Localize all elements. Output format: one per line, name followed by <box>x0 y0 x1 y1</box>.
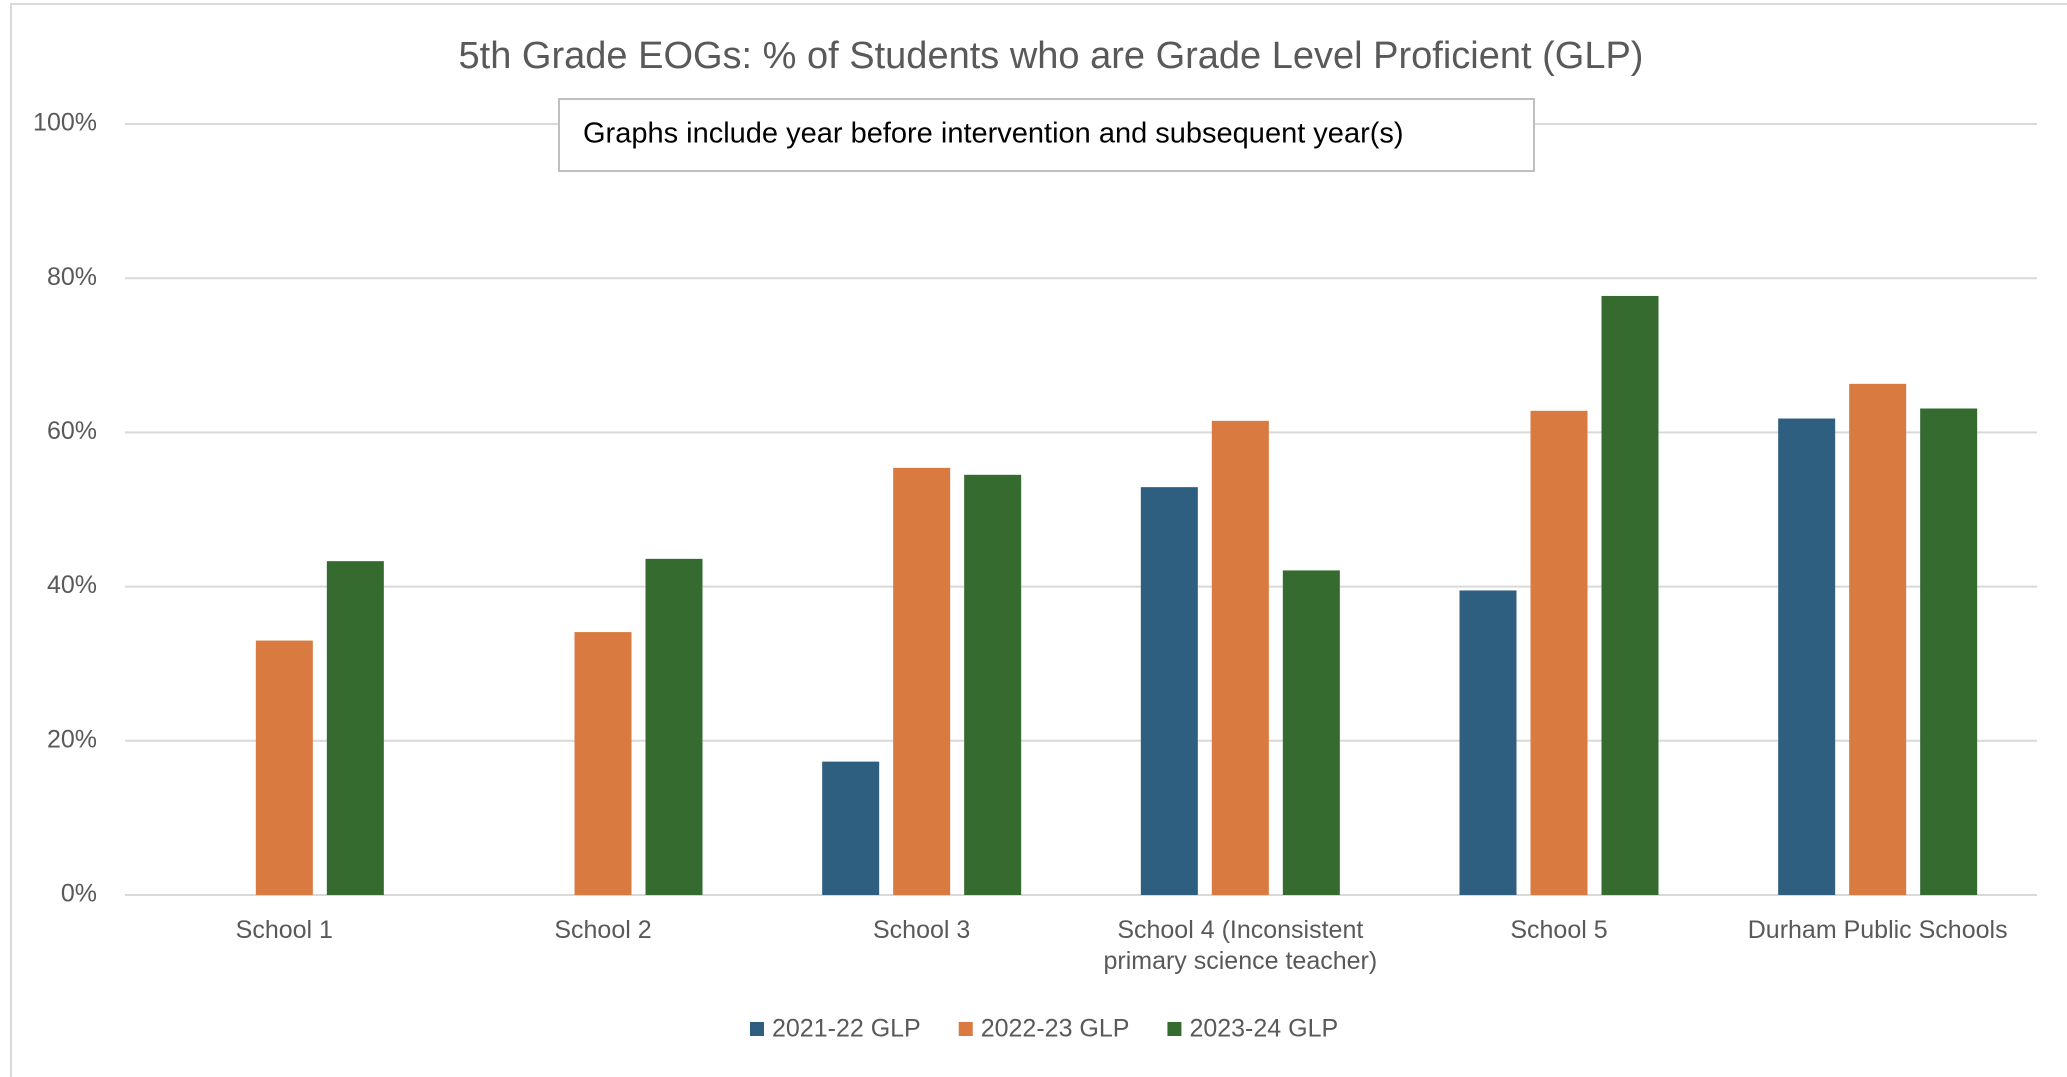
y-tick-label: 0% <box>61 880 97 908</box>
bar <box>1778 418 1836 895</box>
bar <box>1282 570 1340 895</box>
bar <box>822 761 880 895</box>
annotation-box <box>558 98 1535 172</box>
x-tick-label: School 1 <box>235 916 333 944</box>
legend-swatch <box>750 1022 764 1036</box>
annotation: Graphs include year before intervention … <box>583 118 1404 150</box>
x-tick-label: School 2 <box>554 916 652 944</box>
bar <box>326 561 384 895</box>
bar <box>1211 420 1269 895</box>
y-tick-label: 60% <box>47 417 97 445</box>
bar <box>1849 383 1907 895</box>
chart-title: 5th Grade EOGs: % of Students who are Gr… <box>459 35 1644 77</box>
legend-swatch <box>1167 1022 1182 1036</box>
x-tick-label: School 3 <box>873 916 971 944</box>
bar <box>645 558 703 895</box>
chart-border <box>10 3 2067 1077</box>
y-tick-label: 100% <box>33 109 97 137</box>
legend-label: 2022-23 GLP <box>981 1015 1130 1043</box>
y-tick-label: 80% <box>47 263 97 291</box>
bar <box>1920 408 1978 895</box>
bar <box>964 474 1022 895</box>
legend-swatch <box>958 1022 973 1036</box>
bar <box>255 640 313 895</box>
x-tick-label: School 5 <box>1510 916 1608 944</box>
bar <box>1459 590 1517 895</box>
bar <box>574 632 632 895</box>
bar <box>1530 410 1588 895</box>
y-tick-label: 20% <box>47 725 97 753</box>
bar <box>1140 487 1198 895</box>
legend-label: 2021-22 GLP <box>772 1015 921 1043</box>
bar <box>893 467 951 895</box>
x-tick-label: Durham Public Schools <box>1747 916 2008 944</box>
y-tick-label: 40% <box>47 571 97 599</box>
x-tick-label: School 4 (Inconsistent primary science t… <box>1103 916 1378 975</box>
legend-label: 2023-24 GLP <box>1189 1015 1338 1043</box>
bar <box>1601 295 1659 896</box>
